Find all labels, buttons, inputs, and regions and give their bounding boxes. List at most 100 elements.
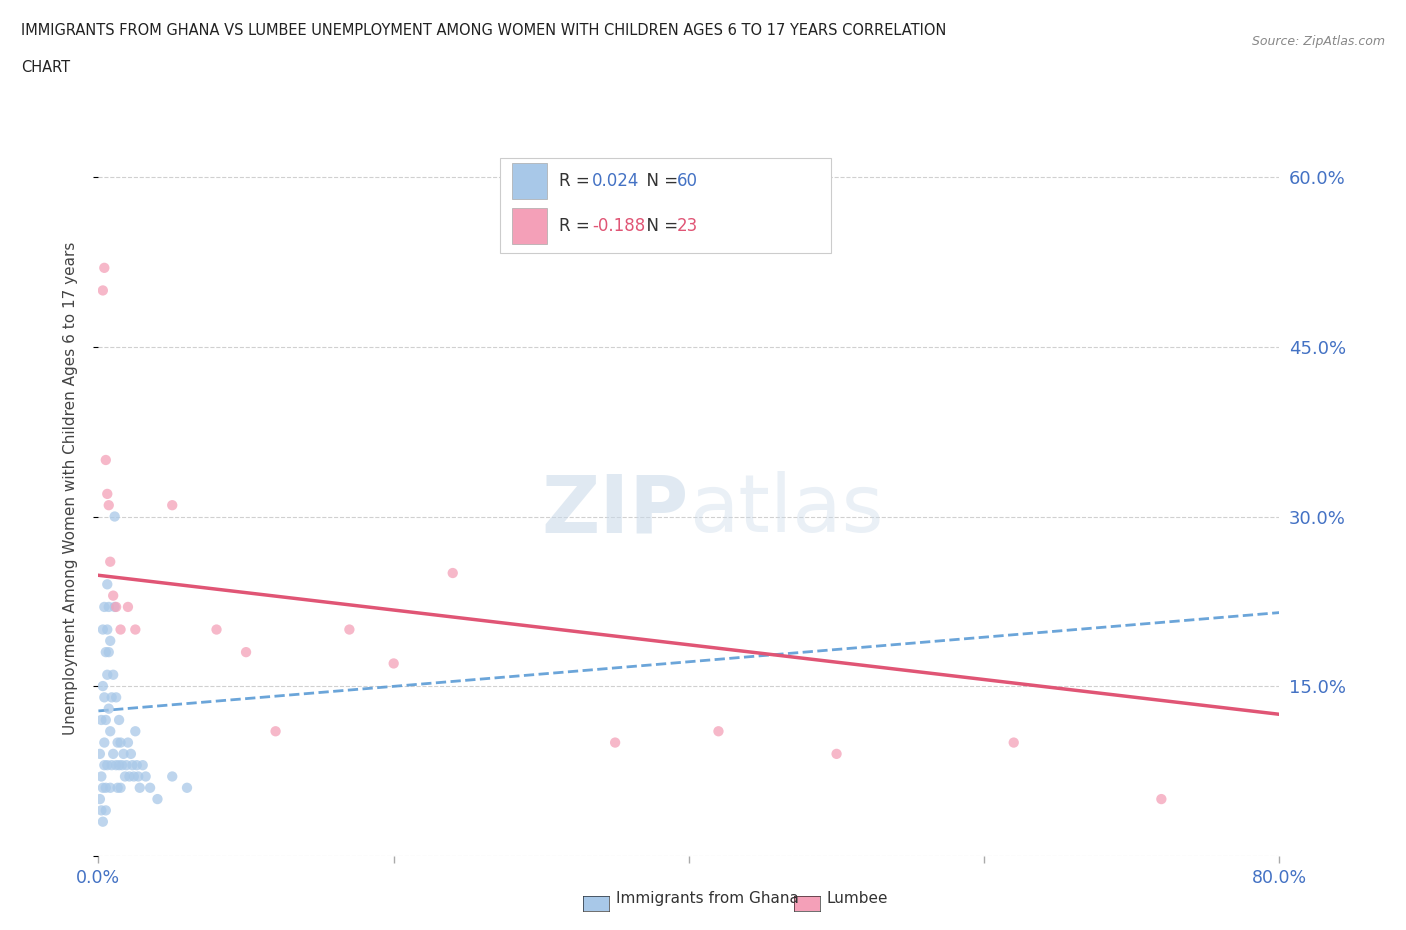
Point: [89, 791, 111, 806]
Point: [97, 701, 120, 716]
Point: [96, 668, 118, 683]
Text: -0.188: -0.188: [592, 217, 645, 235]
Point: [117, 600, 139, 615]
Point: [115, 758, 138, 773]
Point: [94, 453, 117, 468]
Point: [98, 633, 121, 648]
Point: [91, 679, 114, 694]
Point: [339, 622, 361, 637]
Point: [94, 712, 117, 727]
Point: [94, 644, 117, 659]
Point: [97, 600, 120, 615]
Point: [93, 600, 115, 615]
Text: ZIP: ZIP: [541, 472, 689, 550]
Point: [114, 769, 136, 784]
Point: [91, 780, 114, 795]
Point: [96, 622, 118, 637]
Text: Immigrants from Ghana: Immigrants from Ghana: [616, 891, 799, 906]
Point: [122, 769, 145, 784]
Text: atlas: atlas: [689, 472, 883, 550]
Point: [93, 260, 115, 275]
Point: [707, 724, 730, 738]
Point: [125, 758, 148, 773]
Point: [105, 600, 128, 615]
Point: [100, 758, 122, 773]
Point: [98, 554, 121, 569]
Point: [107, 735, 129, 750]
Point: [1150, 791, 1173, 806]
Point: [90, 712, 112, 727]
Point: [103, 588, 125, 603]
Point: [103, 668, 125, 683]
Point: [605, 735, 627, 750]
FancyBboxPatch shape: [501, 157, 831, 253]
Y-axis label: Unemployment Among Women with Children Ages 6 to 17 years: Unemployment Among Women with Children A…: [63, 242, 77, 735]
Point: [135, 769, 157, 784]
Point: [105, 690, 128, 705]
Point: [235, 644, 257, 659]
Text: 23: 23: [678, 217, 699, 235]
Point: [127, 769, 149, 784]
Point: [104, 509, 127, 524]
Point: [825, 747, 848, 762]
Point: [121, 758, 143, 773]
Point: [93, 735, 115, 750]
Point: [97, 498, 120, 512]
Point: [91, 815, 114, 830]
FancyBboxPatch shape: [512, 208, 547, 244]
Point: [93, 758, 115, 773]
Point: [108, 712, 131, 727]
Text: 60: 60: [678, 172, 699, 190]
Text: R =: R =: [560, 172, 595, 190]
Point: [96, 758, 118, 773]
Point: [98, 780, 121, 795]
Point: [91, 622, 114, 637]
Point: [90, 803, 112, 817]
Point: [441, 565, 464, 580]
Point: [162, 498, 183, 512]
Point: [139, 780, 162, 795]
Text: Lumbee: Lumbee: [827, 891, 889, 906]
Point: [264, 724, 287, 738]
Point: [98, 724, 121, 738]
Point: [382, 656, 405, 671]
Point: [124, 622, 146, 637]
Point: [107, 780, 129, 795]
Text: Source: ZipAtlas.com: Source: ZipAtlas.com: [1251, 35, 1385, 48]
Point: [110, 622, 132, 637]
FancyBboxPatch shape: [512, 164, 547, 199]
Text: 0.024: 0.024: [592, 172, 640, 190]
Point: [205, 622, 228, 637]
Point: [132, 758, 155, 773]
Point: [118, 769, 141, 784]
Point: [105, 758, 128, 773]
Point: [117, 735, 139, 750]
Point: [1002, 735, 1025, 750]
Point: [112, 747, 135, 762]
Point: [146, 791, 169, 806]
Point: [94, 803, 117, 817]
Point: [162, 769, 183, 784]
Text: CHART: CHART: [21, 60, 70, 75]
Point: [93, 690, 115, 705]
Point: [128, 780, 150, 795]
Text: R =: R =: [560, 217, 595, 235]
Point: [110, 735, 132, 750]
Text: N =: N =: [636, 172, 683, 190]
Point: [103, 747, 125, 762]
Point: [97, 644, 120, 659]
Text: IMMIGRANTS FROM GHANA VS LUMBEE UNEMPLOYMENT AMONG WOMEN WITH CHILDREN AGES 6 TO: IMMIGRANTS FROM GHANA VS LUMBEE UNEMPLOY…: [21, 23, 946, 38]
Point: [120, 747, 142, 762]
Point: [100, 690, 122, 705]
Point: [91, 283, 114, 298]
Text: N =: N =: [636, 217, 683, 235]
Point: [104, 600, 127, 615]
Point: [110, 780, 132, 795]
Point: [108, 758, 131, 773]
Point: [89, 747, 111, 762]
Point: [111, 758, 134, 773]
Point: [90, 769, 112, 784]
Point: [96, 577, 118, 591]
Point: [176, 780, 198, 795]
Point: [124, 724, 146, 738]
